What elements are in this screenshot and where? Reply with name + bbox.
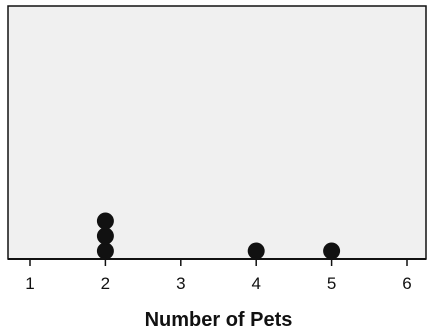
data-points: [96, 212, 341, 260]
x-axis-ticks: 1 2 3 4 5 6: [25, 259, 412, 293]
data-point-x2-2: [96, 227, 114, 245]
x-axis-title: Number of Pets: [145, 309, 293, 331]
x-tick-label-4: 4: [251, 274, 260, 293]
x-tick-label-3: 3: [176, 274, 185, 293]
data-point-x4-1: [247, 242, 265, 260]
data-point-x2-1: [96, 242, 114, 260]
x-tick-label-2: 2: [101, 274, 110, 293]
x-tick-label-5: 5: [327, 274, 336, 293]
data-point-x2-3: [96, 212, 114, 230]
x-tick-label-1: 1: [25, 274, 34, 293]
data-point-x5-1: [323, 242, 341, 260]
plot-area: [7, 5, 427, 260]
x-tick-label-6: 6: [402, 274, 411, 293]
